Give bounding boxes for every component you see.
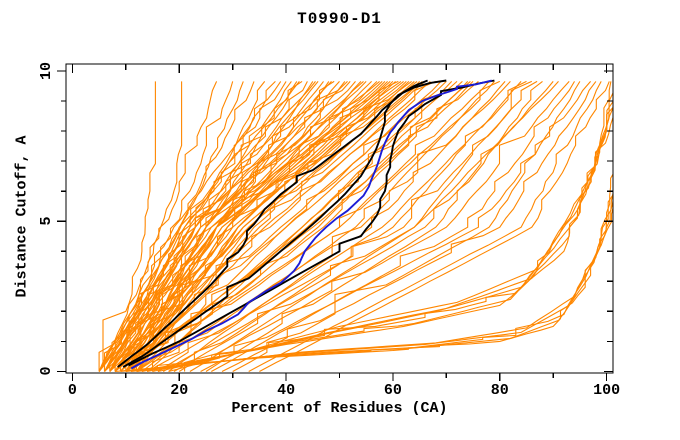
model-pool-line	[98, 81, 156, 372]
x-tick-label: 40	[277, 382, 296, 399]
x-tick-label: 0	[67, 382, 77, 399]
y-tick-label: 0	[38, 366, 55, 376]
x-tick-label: 60	[383, 382, 402, 399]
model-pool-line	[104, 81, 332, 372]
model-pool-line	[98, 81, 218, 372]
y-tick-label: 10	[38, 61, 55, 80]
y-tick-label: 5	[38, 216, 55, 226]
model-pool-line	[211, 81, 575, 372]
model-pool-line	[98, 80, 380, 372]
model-pool-line	[168, 100, 613, 373]
model-pool-line	[221, 81, 597, 372]
model-pool-line	[200, 81, 592, 372]
highlight-black-line	[122, 79, 447, 368]
model-pool-line	[157, 106, 613, 373]
model-pool-line	[104, 80, 391, 372]
model-pool-line	[104, 80, 412, 372]
model-pool-line	[136, 197, 613, 373]
model-pool-line	[125, 81, 372, 372]
model-pool-line	[104, 80, 423, 372]
x-tick-label: 100	[593, 382, 621, 399]
chart-title: T0990-D1	[297, 10, 382, 28]
model-pool-line	[125, 80, 501, 372]
model-pool-line	[146, 80, 538, 372]
model-pool-line	[151, 81, 495, 372]
highlight-black-line	[117, 79, 428, 368]
x-tick-label: 80	[490, 382, 509, 399]
model-pool-line	[119, 80, 479, 372]
model-pool-line	[98, 81, 316, 372]
model-pool-line	[205, 80, 543, 372]
highlight-black-line	[128, 79, 495, 367]
x-tick-label: 20	[170, 382, 189, 399]
model-pool-line	[109, 80, 383, 372]
model-pool-line	[114, 80, 426, 372]
model-pool-line	[98, 80, 402, 372]
model-pool-line	[125, 80, 471, 372]
model-pool-line	[114, 80, 415, 372]
model-pool-line	[125, 80, 431, 372]
model-pool-line	[136, 81, 474, 372]
highlight-blue-line	[130, 79, 492, 370]
model-pool-line	[125, 80, 418, 372]
model-pool-line	[248, 81, 602, 372]
model-pool-line	[259, 81, 610, 372]
model-pool-line	[120, 80, 407, 372]
x-axis-label: Percent of Residues (CA)	[231, 400, 448, 417]
model-pool-line	[109, 81, 351, 372]
model-pool-line	[98, 81, 282, 372]
model-pool-line	[232, 81, 581, 372]
model-pool-line	[109, 80, 436, 372]
model-pool-line	[136, 80, 399, 372]
model-pool-line	[141, 81, 511, 372]
model-pool-line	[162, 81, 559, 372]
model-pool-line	[114, 80, 394, 372]
model-pool-line	[184, 81, 570, 372]
model-pool-line	[114, 80, 458, 372]
